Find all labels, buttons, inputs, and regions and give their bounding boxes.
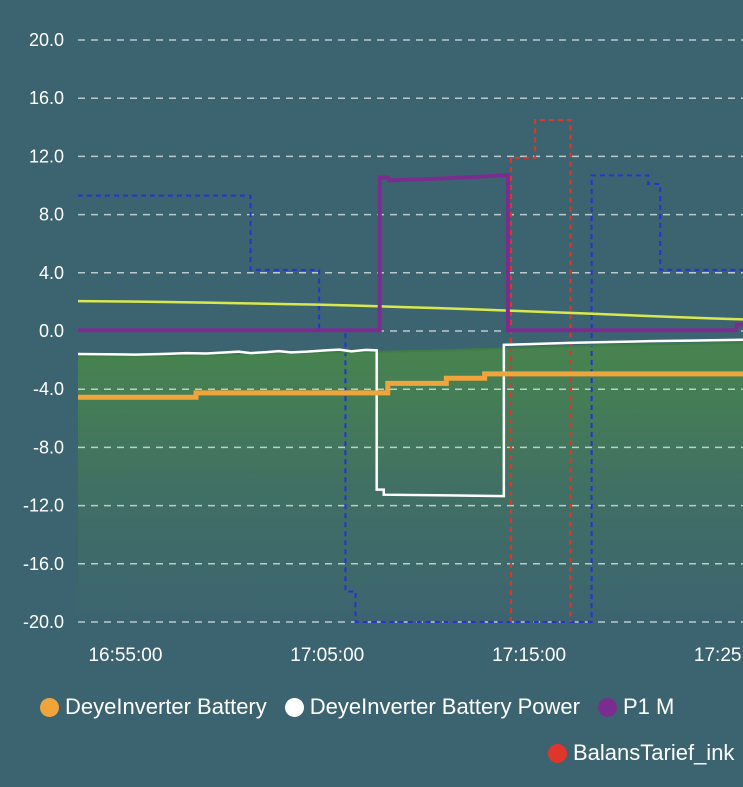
x-axis-label: 17:25:00 xyxy=(694,645,743,666)
legend-label: DeyeInverter Battery xyxy=(65,694,267,719)
y-axis-label: -12.0 xyxy=(23,496,64,516)
y-axis-label: 4.0 xyxy=(39,263,64,283)
legend-label: P1 M xyxy=(622,694,675,719)
legend-label: DeyeInverter Battery Power xyxy=(309,694,580,719)
legend-item-deyeinverter-battery-power[interactable]: DeyeInverter Battery Power xyxy=(284,694,580,720)
legend-label: BalansTarief_ink xyxy=(573,740,735,765)
y-axis-label: -4.0 xyxy=(33,379,64,399)
chart-legend-row-2: BalansTarief_ink xyxy=(548,740,743,766)
y-axis-label: 12.0 xyxy=(29,146,64,166)
legend-color-dot-icon xyxy=(548,743,567,763)
y-axis-label: -20.0 xyxy=(23,612,64,632)
x-axis-label: 17:05:00 xyxy=(290,645,364,666)
y-axis-label: 0.0 xyxy=(39,321,64,341)
legend-color-dot-icon xyxy=(40,697,59,717)
series-deyeinverter-battery xyxy=(78,371,743,400)
series-p1-m xyxy=(78,172,743,333)
series-unlabeled-blue-dashed xyxy=(78,174,743,623)
series-balanstarief-ink xyxy=(509,119,572,622)
x-axis-label: 17:15:00 xyxy=(492,645,566,666)
series-deyeinverter-battery-power xyxy=(77,338,743,498)
series-unlabeled-lime xyxy=(77,299,743,321)
y-axis-label: -8.0 xyxy=(33,437,64,457)
area-fill xyxy=(78,342,743,622)
legend-color-dot-icon xyxy=(597,697,617,717)
legend-item-p1-meter[interactable]: P1 M xyxy=(597,694,675,720)
y-axis-label: 8.0 xyxy=(39,205,64,225)
legend-color-dot-icon xyxy=(284,697,304,717)
chart-legend-row-1: DeyeInverter Battery DeyeInverter Batter… xyxy=(40,694,743,720)
series-unlabeled-green-area xyxy=(77,341,743,358)
x-axis-label: 16:55:00 xyxy=(88,645,162,666)
legend-item-deyeinverter-battery[interactable]: DeyeInverter Battery xyxy=(40,694,267,720)
y-axis-label: -16.0 xyxy=(23,554,64,574)
y-axis-label: 16.0 xyxy=(29,88,64,108)
line-chart: 20.0 16.0 12.0 8.0 4.0 0.0 -4.0 -8.0 -12.0 -16.0 -… xyxy=(23,30,743,666)
legend-item-balanstarief[interactable]: BalansTarief_ink xyxy=(548,740,734,766)
y-axis-label: 20.0 xyxy=(29,30,64,50)
